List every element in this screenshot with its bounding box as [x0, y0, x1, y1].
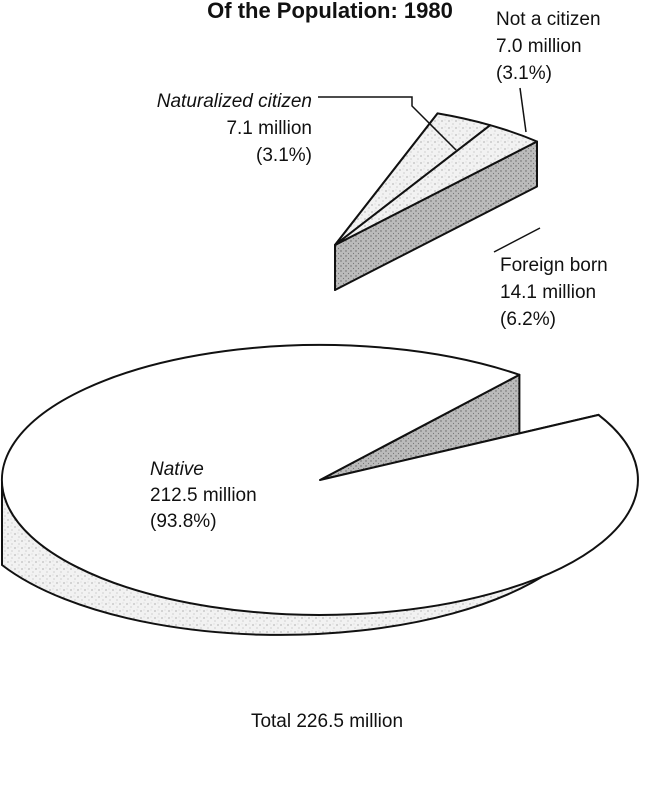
slice-value: 212.5 million — [150, 485, 257, 506]
pie — [1, 112, 639, 636]
part-name: Naturalized citizen — [157, 91, 312, 112]
part-percent: (3.1%) — [496, 63, 552, 84]
part-value: 7.0 million — [496, 36, 582, 57]
slice-name: Foreign born — [500, 255, 608, 276]
part-name: Not a citizen — [496, 9, 601, 30]
slice — [1, 343, 639, 616]
chart-title: Of the Population: 1980 — [207, 0, 453, 23]
leader-line — [493, 227, 541, 253]
leader-line — [519, 87, 527, 133]
slice-part — [334, 124, 538, 246]
slice-percent: (6.2%) — [500, 309, 556, 330]
total-label: Total 226.5 million — [251, 711, 403, 732]
part-percent: (3.1%) — [256, 145, 312, 166]
leader-line — [318, 96, 457, 151]
slice-percent: (93.8%) — [150, 511, 217, 532]
slice-value: 14.1 million — [500, 282, 596, 303]
part-value: 7.1 million — [226, 118, 312, 139]
slice-name: Native — [150, 459, 204, 480]
